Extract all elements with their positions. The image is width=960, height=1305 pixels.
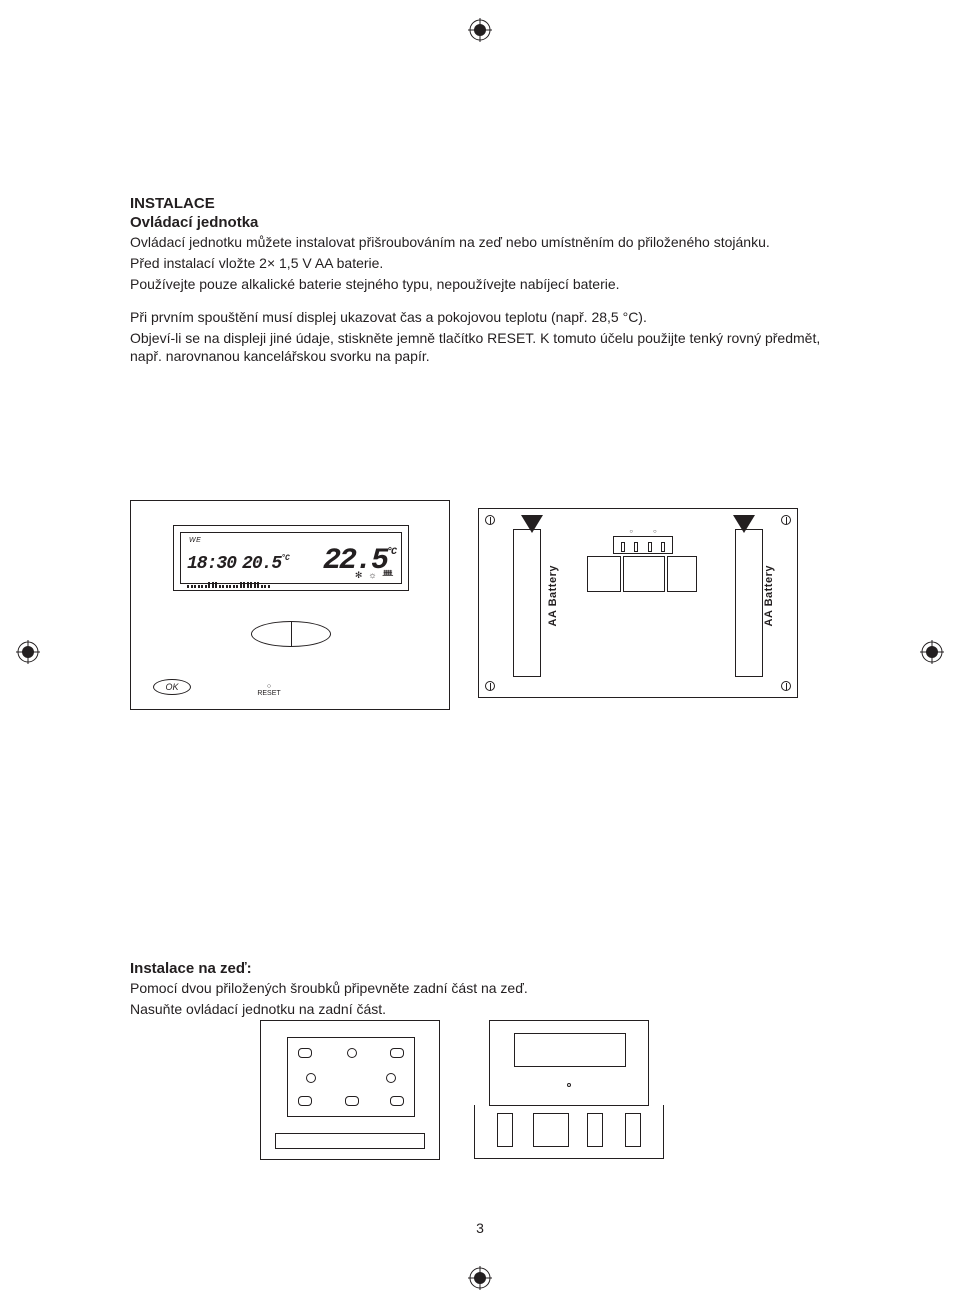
rocker-button (251, 621, 331, 647)
page-number: 3 (0, 1220, 960, 1236)
wall-plate-diagram (260, 1020, 440, 1160)
thermostat-back-diagram: AA Battery AA Battery ○○ (478, 508, 798, 698)
mount-hole-icon (345, 1096, 359, 1106)
lcd-set-temp: 20.5°C (242, 554, 289, 574)
mount-figures (260, 1020, 700, 1170)
registration-mark-icon (16, 640, 40, 664)
dot-icon (567, 1083, 571, 1087)
figure-row: WE 18:30 20.5°C 22.5°C ✻ ☼ ᚙ (130, 500, 830, 720)
battery-slot (513, 529, 541, 677)
arrow-down-icon (515, 513, 549, 537)
slot-icon (587, 1113, 603, 1147)
text-content: INSTALACE Ovládací jednotka Ovládací jed… (130, 195, 830, 368)
mount-hole-icon (386, 1073, 396, 1083)
lcd-outline-small (514, 1033, 626, 1067)
mount-text: Instalace na zeď: Pomocí dvou přiloženýc… (130, 960, 830, 1021)
lcd-schedule-bar (187, 580, 395, 588)
body-paragraph: Ovládací jednotku můžete instalovat přiš… (130, 233, 830, 252)
lcd-mode-icons: ✻ ☼ ᚙ (355, 570, 393, 581)
heat-icon: ᚙ (383, 570, 393, 581)
sun-icon: ☼ (368, 570, 376, 581)
battery-slot (735, 529, 763, 677)
lcd-outline: WE 18:30 20.5°C 22.5°C ✻ ☼ ᚙ (173, 525, 409, 591)
mount-hole-icon (390, 1096, 404, 1106)
battery-label: AA Battery (763, 565, 775, 626)
wall-plate-outline (474, 1105, 664, 1159)
ok-button: OK (153, 679, 191, 695)
slot-icon (497, 1113, 513, 1147)
mount-hole-icon (298, 1096, 312, 1106)
registration-mark-icon (468, 1266, 492, 1290)
registration-mark-icon (920, 640, 944, 664)
body-paragraph: Objeví-li se na displeji jiné údaje, sti… (130, 329, 830, 367)
mount-hole-icon (306, 1073, 316, 1083)
registration-mark-icon (468, 18, 492, 42)
section-subheading: Ovládací jednotka (130, 214, 830, 231)
screw-icon (485, 681, 495, 691)
screw-icon (485, 515, 495, 525)
body-paragraph: Pomocí dvou přiložených šroubků připevně… (130, 979, 830, 998)
mount-hole-icon (298, 1048, 312, 1058)
section-heading: INSTALACE (130, 195, 830, 212)
slot-icon (625, 1113, 641, 1147)
lcd-inner: WE 18:30 20.5°C 22.5°C ✻ ☼ ᚙ (180, 532, 402, 584)
mount-hole-icon (390, 1048, 404, 1058)
arrow-down-icon (727, 513, 761, 537)
body-paragraph: Při prvním spouštění musí displej ukazov… (130, 308, 830, 327)
screw-icon (781, 515, 791, 525)
mount-heading: Instalace na zeď: (130, 960, 830, 977)
terminal-block: ○○ (587, 529, 699, 593)
body-paragraph: Nasuňte ovládací jednotku na zadní část. (130, 1000, 830, 1019)
thermostat-front-diagram: WE 18:30 20.5°C 22.5°C ✻ ☼ ᚙ (130, 500, 450, 710)
slot-icon (533, 1113, 569, 1147)
unit-outline (489, 1020, 649, 1106)
body-paragraph: Používejte pouze alkalické baterie stejn… (130, 275, 830, 294)
lcd-day: WE (189, 537, 395, 544)
bottom-rail (275, 1133, 425, 1149)
fan-icon: ✻ (355, 570, 363, 581)
mount-hole-icon (347, 1048, 357, 1058)
screw-icon (781, 681, 791, 691)
assembly-diagram (474, 1020, 664, 1159)
body-paragraph: Před instalací vložte 2× 1,5 V AA bateri… (130, 254, 830, 273)
wall-plate-inner (287, 1037, 415, 1117)
battery-label: AA Battery (547, 565, 559, 626)
reset-label: RESET (249, 684, 289, 697)
lcd-time: 18:30 (187, 554, 236, 574)
